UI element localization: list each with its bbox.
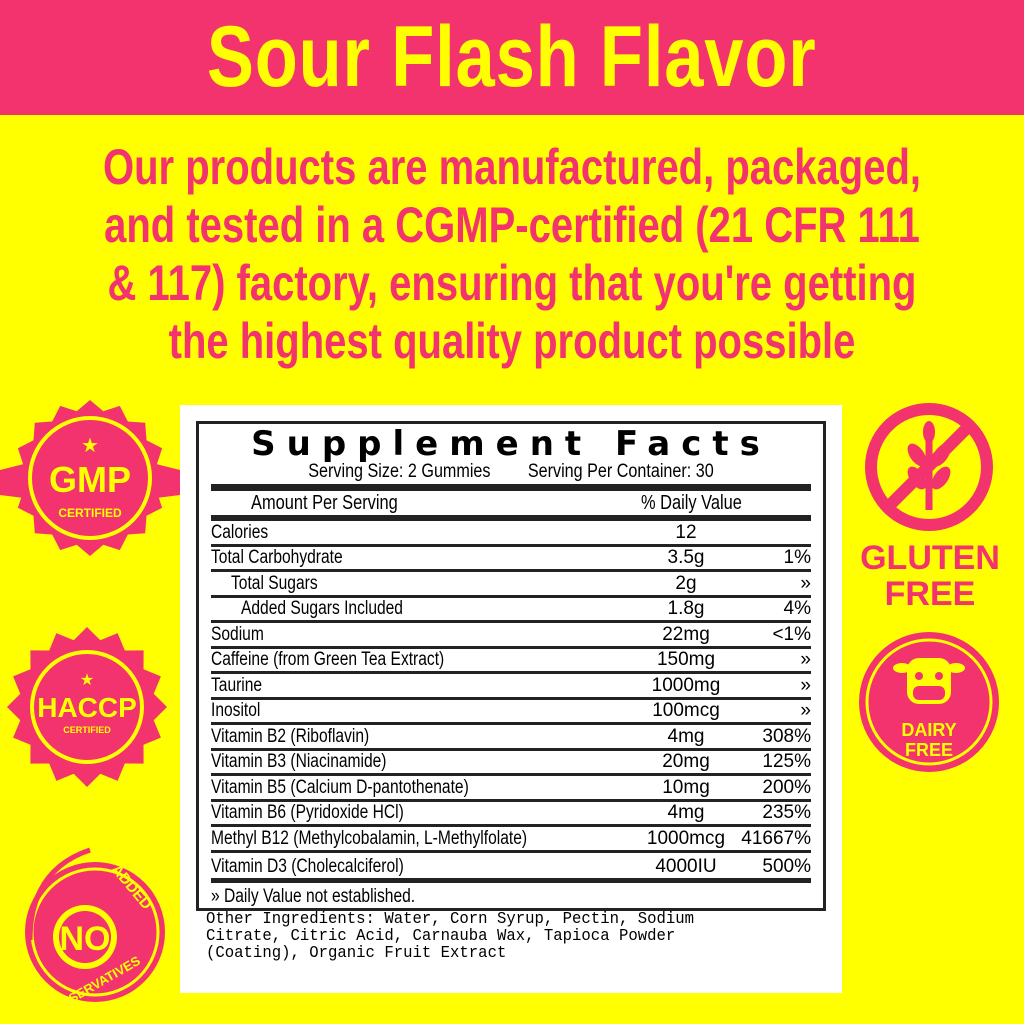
no-label: NO <box>60 920 111 958</box>
nutrient-name: Vitamin B5 (Calcium D-pantothenate) <box>211 776 469 798</box>
nutrient-name: Sodium <box>211 623 264 645</box>
supplement-facts-panel: Supplement Facts Serving Size: 2 Gummies… <box>180 405 842 993</box>
nutrient-name: Taurine <box>211 674 263 696</box>
nutrient-rows: Calories 12 Total Carbohydrate 3.5g 1% Total … <box>211 521 811 878</box>
table-row: Taurine 1000mg » <box>211 674 811 700</box>
table-row: Vitamin B3 (Niacinamide) 20mg 125% <box>211 751 811 776</box>
amount-header: Amount Per Serving <box>251 492 398 514</box>
table-row: Methyl B12 (Methylcobalamin, L-Methylfol… <box>211 827 811 853</box>
nutrient-name: Total Carbohydrate <box>211 547 343 568</box>
nutrient-dv: » <box>800 649 811 670</box>
nutrient-amount: 4mg <box>667 802 705 823</box>
divider <box>211 484 811 491</box>
nutrient-amount: 1000mg <box>651 674 721 696</box>
divider <box>211 515 811 521</box>
headline-line: & 117) factory, ensuring that you're get… <box>107 255 917 311</box>
serving-size: Serving Size: 2 Gummies <box>308 461 491 482</box>
table-row: Caffeine (from Green Tea Extract) 150mg » <box>211 649 811 674</box>
haccp-sub: CERTIFIED <box>63 725 111 735</box>
nutrient-name: Inositol <box>211 700 261 721</box>
nutrient-dv: » <box>800 674 811 696</box>
facts-title: Supplement Facts <box>251 424 771 464</box>
haccp-label: HACCP <box>37 692 137 723</box>
nutrient-name: Vitamin B2 (Riboflavin) <box>211 725 370 747</box>
nutrient-amount: 2g <box>675 572 697 594</box>
nutrient-amount: 100mcg <box>652 700 720 721</box>
table-row: Added Sugars Included 1.8g 4% <box>211 598 811 623</box>
table-row: Vitamin B6 (Pyridoxide HCl) 4mg 235% <box>211 802 811 827</box>
gmp-sub: CERTIFIED <box>58 506 122 520</box>
table-row: Vitamin B5 (Calcium D-pantothenate) 10mg 2… <box>211 776 811 802</box>
wheat-icon <box>27 847 91 941</box>
other-ingredients: Other Ingredients: Water, Corn Syrup, Pe… <box>206 910 695 963</box>
nutrient-amount: 150mg <box>656 649 716 670</box>
title-banner: Sour Flash Flavor <box>0 0 1024 115</box>
gluten-line: GLUTEN <box>860 539 1000 577</box>
gluten-free-label: GLUTEN FREE <box>840 540 1020 612</box>
table-header: Amount Per Serving % Daily Value <box>211 491 811 515</box>
nutrient-amount: 1.8g <box>667 598 705 619</box>
supplement-facts-table: Supplement Facts Serving Size: 2 Gummies… <box>196 421 826 911</box>
table-row: Total Carbohydrate 3.5g 1% <box>211 547 811 572</box>
servings-per-container: Serving Per Container: 30 <box>527 461 714 482</box>
dairy-label: DAIRY <box>901 720 956 740</box>
table-row: Vitamin B2 (Riboflavin) 4mg 308% <box>211 725 811 751</box>
table-row: Calories 12 <box>211 521 811 547</box>
nutrient-amount: 12 <box>675 521 697 543</box>
nutrient-dv: 235% <box>762 802 811 823</box>
nutrient-dv: 308% <box>762 725 811 747</box>
nutrient-amount: 22mg <box>662 623 710 645</box>
table-row: Total Sugars 2g » <box>211 572 811 598</box>
footnote: » Daily Value not established. <box>211 886 416 907</box>
nutrient-dv: 500% <box>762 856 811 877</box>
nutrient-amount: 4mg <box>667 725 705 747</box>
nutrient-name: Calories <box>211 521 269 543</box>
nutrient-name: Vitamin B3 (Niacinamide) <box>211 751 387 772</box>
free-line: FREE <box>884 575 976 613</box>
nutrient-name: Caffeine (from Green Tea Extract) <box>211 649 445 670</box>
nutrient-dv: 125% <box>762 751 811 772</box>
headline: Our products are manufactured, packaged,… <box>0 138 1024 370</box>
nutrient-name: Total Sugars <box>231 572 318 594</box>
nutrient-amount: 10mg <box>662 776 710 798</box>
table-row: Inositol 100mcg » <box>211 700 811 725</box>
page-title: Sour Flash Flavor <box>207 9 817 105</box>
nutrient-amount: 3.5g <box>667 547 705 568</box>
headline-line: Our products are manufactured, packaged, <box>102 139 921 195</box>
nutrient-name: Methyl B12 (Methylcobalamin, L-Methylfol… <box>211 827 528 849</box>
nutrient-dv: <1% <box>772 623 811 645</box>
star-icon: ★ <box>80 670 94 689</box>
divider <box>211 878 811 883</box>
nutrient-dv: 200% <box>762 776 811 798</box>
cow-icon <box>893 658 965 704</box>
nutrient-dv: 4% <box>783 598 811 619</box>
free-label: FREE <box>905 740 953 760</box>
nutrient-amount: 1000mcg <box>646 827 726 849</box>
nutrient-name: Added Sugars Included <box>241 598 403 619</box>
nutrient-amount: 20mg <box>662 751 710 772</box>
nutrient-dv: » <box>800 700 811 721</box>
nutrient-name: Vitamin B6 (Pyridoxide HCl) <box>211 802 404 823</box>
dv-header: % Daily Value <box>641 492 742 514</box>
headline-line: the highest quality product possible <box>168 313 856 369</box>
gmp-certified-badge: ★ GMP CERTIFIED <box>0 400 180 556</box>
nutrient-amount: 4000IU <box>655 856 717 877</box>
table-row: Vitamin D3 (Cholecalciferol) 4000IU 500% <box>211 853 811 879</box>
no-added-preservatives-badge: NO ADDED PRESERVATIVES <box>25 847 165 1010</box>
star-icon: ★ <box>81 433 99 457</box>
table-row: Sodium 22mg <1% <box>211 623 811 649</box>
nutrient-dv: » <box>800 572 811 594</box>
dairy-free-badge: DAIRY FREE <box>859 632 999 772</box>
serving-info: Serving Size: 2 Gummies Serving Per Cont… <box>256 462 766 482</box>
nutrient-dv: 41667% <box>741 827 811 849</box>
nutrient-name: Vitamin D3 (Cholecalciferol) <box>211 856 404 877</box>
gluten-free-icon <box>865 403 993 531</box>
nutrient-dv: 1% <box>783 547 811 568</box>
headline-line: and tested in a CGMP-certified (21 CFR 1… <box>104 197 920 253</box>
haccp-certified-badge: ★ HACCP CERTIFIED <box>7 627 167 787</box>
gmp-label: GMP <box>49 459 131 500</box>
